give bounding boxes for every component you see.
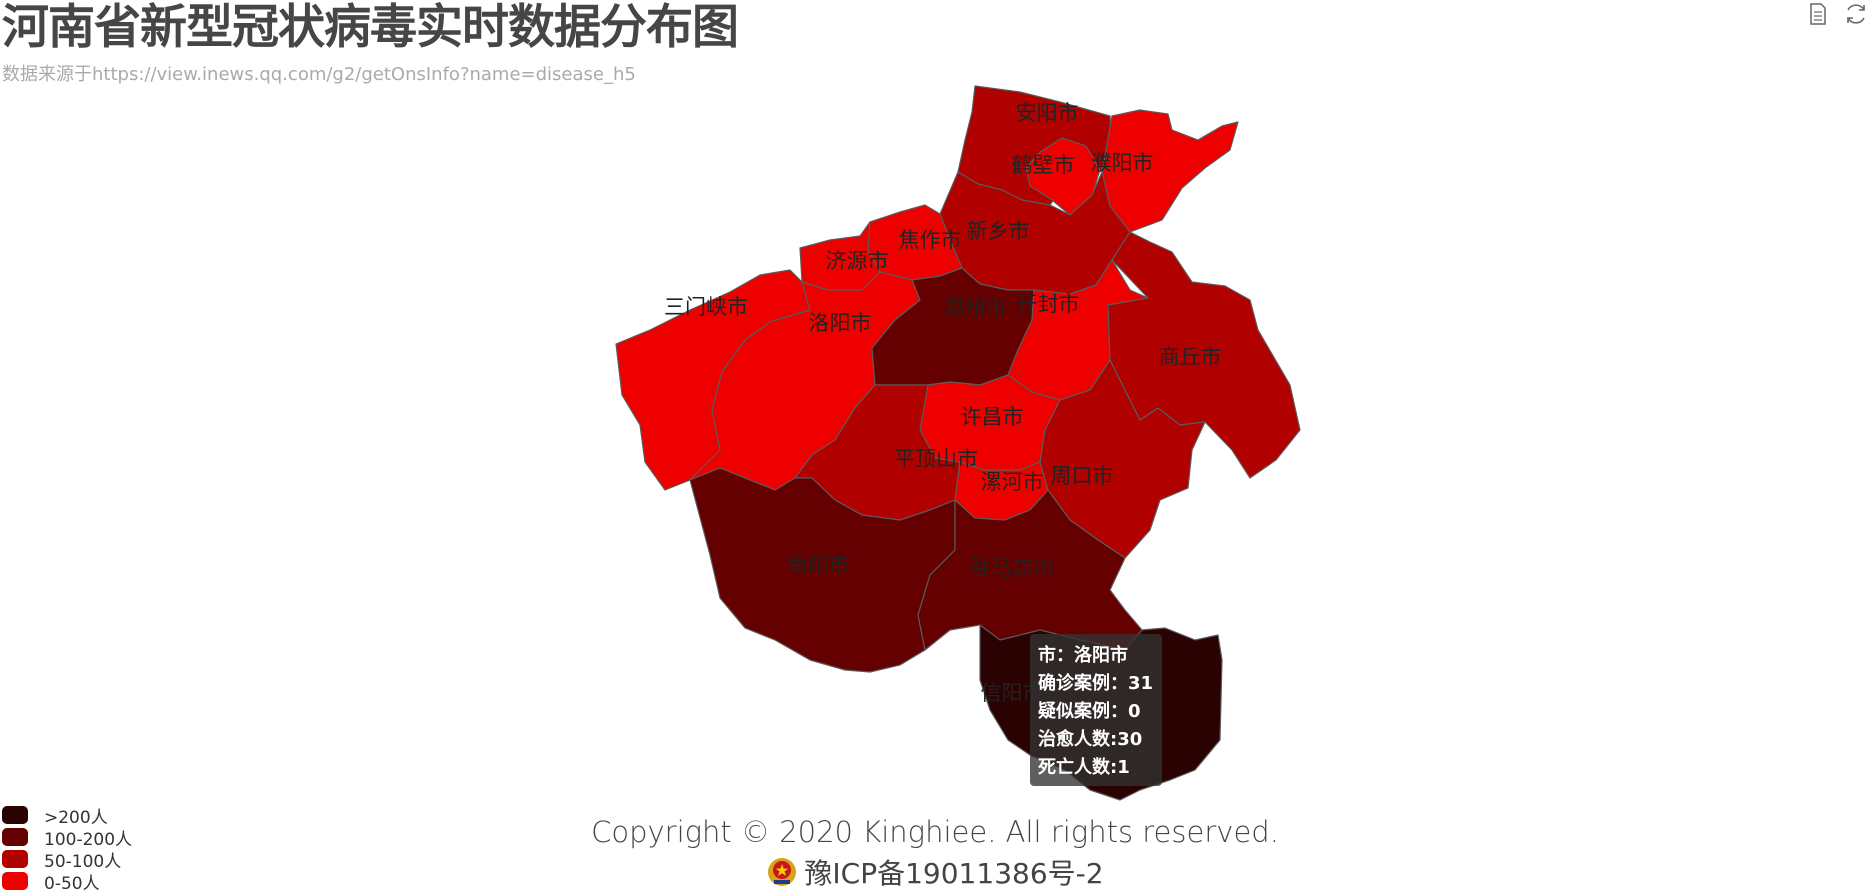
toolbox	[1804, 0, 1870, 28]
data-view-icon[interactable]	[1804, 0, 1832, 28]
tooltip-city: 市：洛阳市	[1038, 645, 1128, 666]
city-label: 开封市	[1017, 292, 1080, 316]
restore-icon[interactable]	[1842, 0, 1870, 28]
tooltip-dead: 死亡人数:1	[1038, 757, 1130, 778]
city-label: 平顶山市	[894, 447, 978, 471]
legend-label: >200人	[44, 807, 108, 828]
city-label: 漯河市	[981, 470, 1044, 494]
city-label: 郑州市	[944, 296, 1007, 320]
legend-item[interactable]: 0-50人	[2, 870, 132, 894]
legend-item[interactable]: >200人	[2, 804, 132, 828]
icp-text: 豫ICP备19011386号-2	[804, 857, 1104, 890]
city-label: 洛阳市	[809, 311, 872, 335]
city-label: 驻马店市	[970, 556, 1054, 580]
legend-swatch	[2, 872, 28, 890]
city-label: 南阳市	[787, 553, 850, 577]
city-label: 濮阳市	[1091, 151, 1154, 175]
legend-label: 100-200人	[44, 829, 133, 850]
city-label: 三门峡市	[664, 295, 748, 319]
chart-title: 河南省新型冠状病毒实时数据分布图	[2, 0, 739, 55]
tooltip-cured: 治愈人数:30	[1038, 729, 1143, 750]
legend-swatch	[2, 806, 28, 824]
city-label: 商丘市	[1159, 345, 1222, 369]
legend-item[interactable]: 50-100人	[2, 848, 132, 872]
chart-subtitle: 数据来源于https://view.inews.qq.com/g2/getOns…	[2, 64, 636, 85]
police-emblem-icon	[768, 858, 797, 886]
legend-swatch	[2, 850, 28, 868]
tooltip-suspected: 疑似案例：0	[1038, 701, 1141, 722]
legend-item[interactable]: 100-200人	[2, 826, 133, 850]
legend-swatch	[2, 828, 28, 846]
legend: >200人 100-200人 50-100人 0-50人	[2, 804, 133, 894]
city-label: 新乡市	[967, 219, 1030, 243]
copyright-text: Copyright © 2020 Kinghiee. All rights re…	[591, 815, 1279, 849]
city-label: 许昌市	[961, 405, 1024, 429]
city-label: 周口市	[1051, 464, 1114, 488]
tooltip-confirmed: 确诊案例：31	[1038, 673, 1154, 694]
city-label: 焦作市	[899, 228, 962, 252]
map-tooltip: 市：洛阳市 确诊案例：31 疑似案例：0 治愈人数:30 死亡人数:1	[1030, 634, 1162, 786]
icp-record[interactable]: 豫ICP备19011386号-2	[0, 852, 1870, 892]
city-label: 安阳市	[1016, 101, 1079, 125]
city-label: 济源市	[826, 249, 889, 273]
city-label: 鹤壁市	[1012, 153, 1075, 177]
legend-label: 0-50人	[44, 873, 100, 894]
legend-label: 50-100人	[44, 851, 122, 872]
